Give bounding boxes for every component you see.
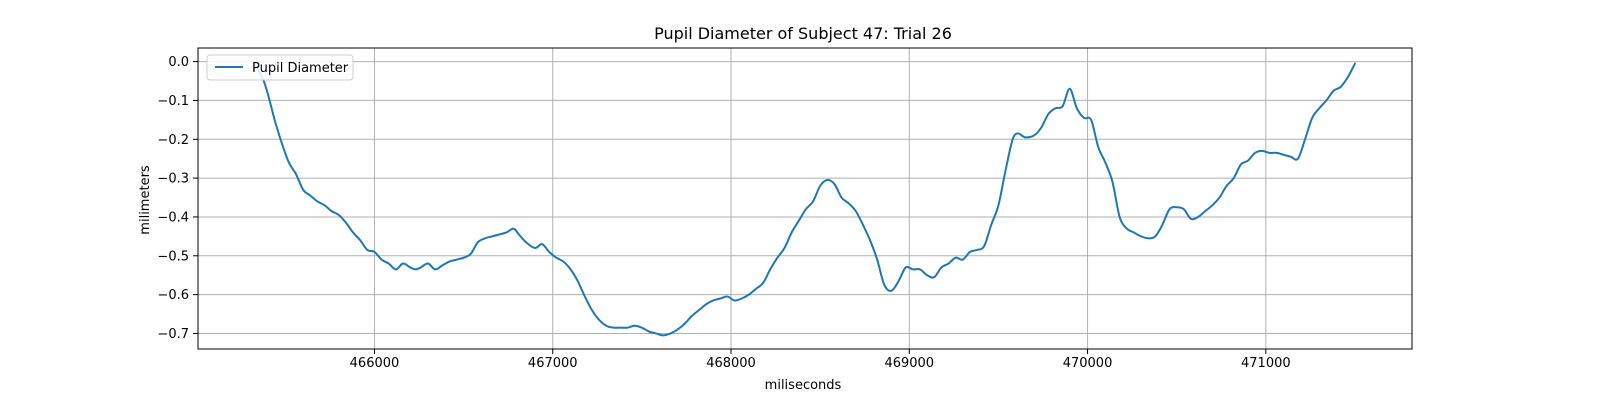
y-axis-label: milimeters [138,165,153,235]
x-tick-label: 467000 [528,356,578,371]
y-tick-label: −0.7 [157,327,189,342]
legend: Pupil Diameter [206,54,354,81]
y-tick-label: −0.2 [157,133,189,148]
legend-label-pupil-diameter: Pupil Diameter [252,61,349,76]
x-tick-label: 471000 [1241,356,1291,371]
y-tick-label: −0.3 [157,172,189,187]
chart-title: Pupil Diameter of Subject 47: Trial 26 [654,24,952,43]
x-tick-label: 466000 [350,356,400,371]
x-tick-label: 468000 [706,356,756,371]
y-tick-label: −0.1 [157,94,189,109]
grid [198,48,1412,349]
legend-box [206,54,354,81]
y-tick-label: −0.5 [157,249,189,264]
plot-area [254,62,1356,337]
y-tick-label: −0.6 [157,288,189,303]
plot-frame [197,47,1413,350]
x-tick-label: 469000 [884,356,934,371]
x-tick-label: 470000 [1063,356,1113,371]
series-line-pupil-diameter [254,62,1356,337]
axes-ticks: 466000 467000 468000 469000 470000 471000 0.0 −… [157,55,1290,371]
y-tick-label: 0.0 [168,55,189,70]
x-axis-label: miliseconds [765,378,842,393]
y-tick-label: −0.4 [157,210,189,225]
